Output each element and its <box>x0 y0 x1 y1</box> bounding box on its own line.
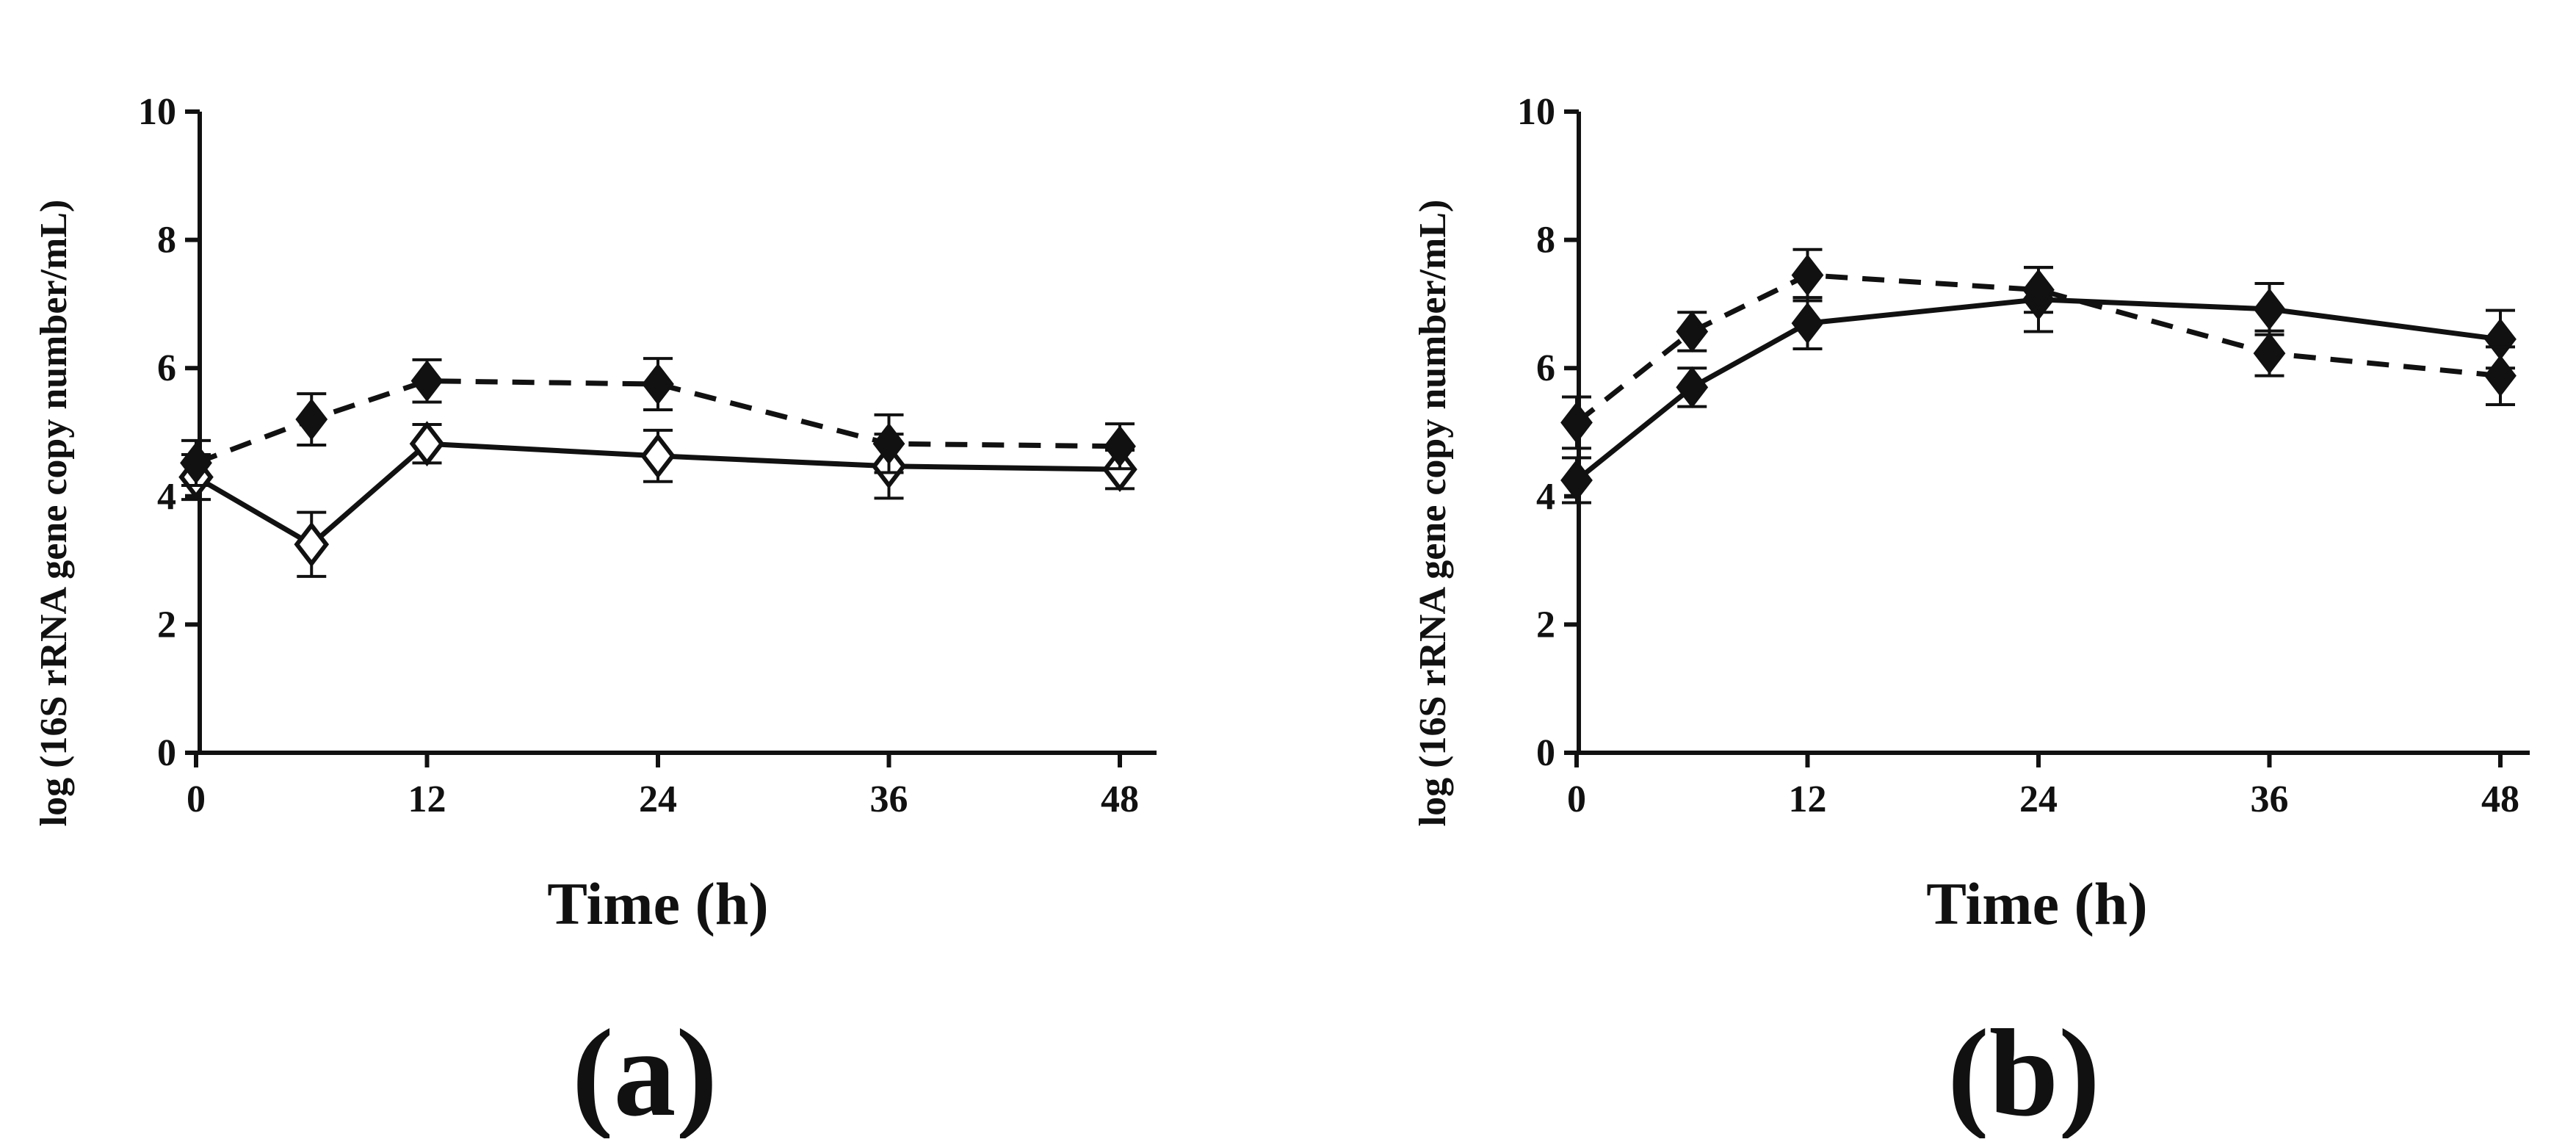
x-tick-label: 36 <box>2251 778 2289 820</box>
y-axis-label: log (16S rRNA gene copy number/mL) <box>33 200 75 827</box>
data-point <box>2253 332 2286 375</box>
data-point <box>1676 366 1709 408</box>
y-tick-label: 0 <box>157 732 176 774</box>
data-point <box>2253 288 2286 330</box>
y-tick-label: 8 <box>1536 220 1555 261</box>
x-tick-label: 48 <box>2481 778 2519 820</box>
y-tick-label: 8 <box>157 220 176 261</box>
data-point <box>410 360 444 402</box>
data-point <box>1791 302 1824 344</box>
data-point <box>2022 269 2055 311</box>
x-tick-label: 12 <box>408 778 446 820</box>
series-solid <box>178 421 1137 578</box>
data-point <box>1104 425 1136 468</box>
y-tick-label: 6 <box>1536 347 1555 389</box>
series-dashed <box>1560 247 2517 450</box>
data-point <box>295 398 328 441</box>
x-axis-label: Time (h) <box>1926 870 2147 937</box>
x-tick-label: 0 <box>1567 778 1586 820</box>
data-point <box>294 521 330 568</box>
data-point <box>1560 459 1593 502</box>
data-point <box>2484 355 2517 397</box>
panel-label: (b) <box>1947 1004 2100 1138</box>
data-point <box>180 441 212 484</box>
data-point <box>1791 254 1824 297</box>
data-point <box>640 433 676 479</box>
x-tick-label: 12 <box>1789 778 1827 820</box>
y-axis-label: log (16S rRNA gene copy number/mL) <box>1412 200 1454 827</box>
y-tick-label: 10 <box>138 91 176 133</box>
series-line-dashed <box>195 378 1121 466</box>
y-tick-label: 4 <box>1536 476 1555 518</box>
series-line-dashed <box>1574 272 2501 425</box>
y-tick-label: 0 <box>1536 732 1555 774</box>
x-axis-label: Time (h) <box>547 870 768 937</box>
x-tick-label: 24 <box>639 778 677 820</box>
data-point <box>642 363 674 405</box>
data-point <box>872 422 905 465</box>
y-tick-label: 10 <box>1517 91 1555 133</box>
y-tick-label: 2 <box>157 604 176 646</box>
data-point <box>1560 401 1593 444</box>
data-point <box>1676 310 1709 353</box>
series-dashed <box>180 357 1136 487</box>
y-tick-label: 2 <box>1536 604 1555 646</box>
x-tick-label: 36 <box>870 778 908 820</box>
data-point <box>409 421 445 467</box>
series-line-solid <box>1574 297 2501 483</box>
y-tick-label: 4 <box>157 476 176 518</box>
panel-label: (a) <box>572 1004 717 1138</box>
x-tick-label: 48 <box>1101 778 1139 820</box>
series-line-solid <box>195 441 1121 547</box>
x-tick-label: 0 <box>187 778 206 820</box>
y-tick-label: 6 <box>157 347 176 389</box>
x-tick-label: 24 <box>2019 778 2058 820</box>
